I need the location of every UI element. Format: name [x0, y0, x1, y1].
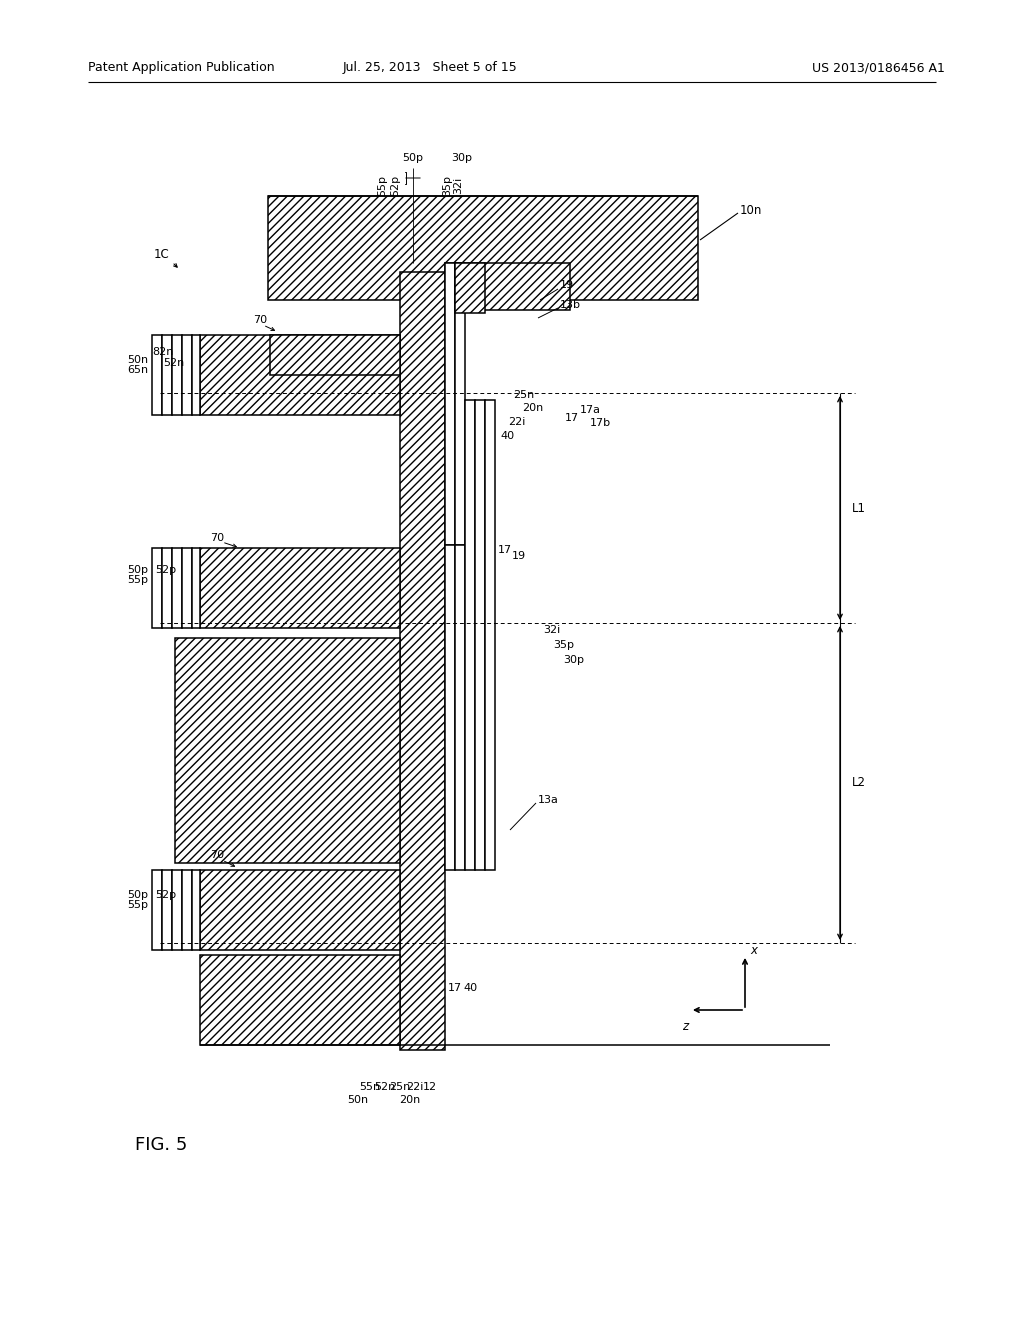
Bar [193, 335, 200, 414]
Text: 70: 70 [210, 533, 224, 543]
Bar [175, 638, 400, 863]
Bar [200, 954, 400, 1045]
Text: 55p: 55p [127, 900, 148, 909]
Text: 20n: 20n [522, 403, 544, 413]
Bar [152, 335, 162, 414]
Text: 52p: 52p [155, 890, 176, 900]
Bar [193, 548, 200, 628]
Text: 50n: 50n [347, 1096, 369, 1105]
Text: z: z [682, 1020, 688, 1034]
Text: 55n: 55n [359, 1082, 381, 1092]
Bar [455, 263, 485, 313]
Text: 25n: 25n [389, 1082, 411, 1092]
Text: 20n: 20n [399, 1096, 421, 1105]
Bar [152, 548, 162, 628]
Bar [152, 870, 162, 950]
Bar [200, 870, 400, 950]
Text: 82n: 82n [152, 347, 173, 356]
Text: 17b: 17b [590, 418, 611, 428]
Text: 10n: 10n [740, 203, 763, 216]
Text: 52n: 52n [163, 358, 184, 368]
Text: 25n: 25n [513, 389, 535, 400]
Bar [182, 548, 193, 628]
Bar [200, 548, 400, 628]
Text: x: x [750, 944, 757, 957]
Bar [172, 870, 182, 950]
Text: 12: 12 [423, 1082, 437, 1092]
Bar [182, 335, 193, 414]
Bar [445, 263, 455, 545]
Text: 70: 70 [253, 315, 267, 325]
Text: 52n: 52n [375, 1082, 395, 1092]
Text: 22i: 22i [407, 1082, 424, 1092]
Bar [162, 548, 172, 628]
Text: 52p: 52p [390, 174, 400, 195]
Text: FIG. 5: FIG. 5 [135, 1137, 187, 1154]
Bar [465, 400, 475, 870]
Bar [182, 870, 193, 950]
Text: 40: 40 [463, 983, 477, 993]
Text: 55p: 55p [377, 174, 387, 195]
Bar [162, 335, 172, 414]
Text: 1C: 1C [155, 248, 170, 261]
Text: L2: L2 [852, 776, 866, 789]
Text: 55p: 55p [127, 576, 148, 585]
Text: 19: 19 [560, 280, 574, 290]
Text: US 2013/0186456 A1: US 2013/0186456 A1 [812, 62, 944, 74]
Bar [268, 195, 698, 300]
Text: 50n: 50n [127, 355, 148, 366]
Text: 70: 70 [210, 850, 224, 861]
Text: Patent Application Publication: Patent Application Publication [88, 62, 274, 74]
Bar [193, 870, 200, 950]
Text: 32i: 32i [543, 624, 560, 635]
Text: 65n: 65n [127, 366, 148, 375]
Text: 50p: 50p [402, 153, 424, 162]
Bar [455, 263, 465, 545]
Bar [270, 335, 400, 375]
Text: 17: 17 [447, 983, 462, 993]
Text: 52p: 52p [155, 565, 176, 576]
Text: 17: 17 [498, 545, 512, 554]
Bar [200, 335, 400, 414]
Text: 50p: 50p [127, 565, 148, 576]
Text: 19: 19 [512, 550, 526, 561]
Bar [485, 400, 495, 870]
Text: 17: 17 [565, 413, 580, 422]
Text: 30p: 30p [452, 153, 472, 162]
Bar [475, 400, 485, 870]
Text: 30p: 30p [563, 655, 584, 665]
Text: 32i: 32i [453, 177, 463, 194]
Bar [400, 272, 445, 1049]
Bar [172, 548, 182, 628]
Text: L1: L1 [852, 502, 866, 515]
Bar [445, 545, 455, 870]
Bar [445, 263, 570, 310]
Text: 13a: 13a [538, 795, 559, 805]
Text: 35p: 35p [442, 174, 452, 195]
Text: 17a: 17a [580, 405, 601, 414]
Text: Jul. 25, 2013   Sheet 5 of 15: Jul. 25, 2013 Sheet 5 of 15 [343, 62, 517, 74]
Text: 35p: 35p [553, 640, 574, 649]
Text: 13b: 13b [560, 300, 581, 310]
Text: 50p: 50p [127, 890, 148, 900]
Bar [172, 335, 182, 414]
Text: 40: 40 [500, 432, 514, 441]
Text: 22i: 22i [508, 417, 525, 426]
Bar [455, 545, 465, 870]
Bar [162, 870, 172, 950]
